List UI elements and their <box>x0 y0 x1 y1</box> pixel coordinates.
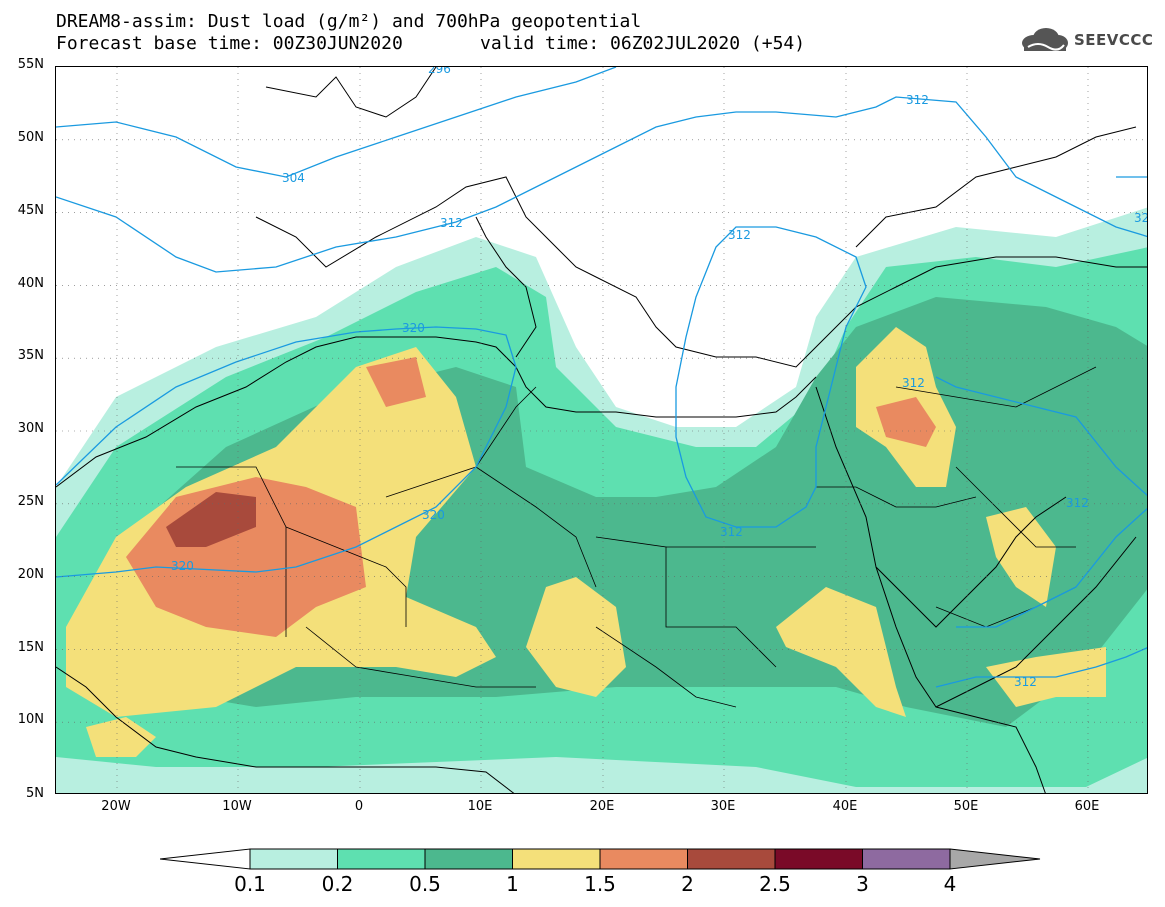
colorbar-svg <box>159 848 1041 870</box>
colorbar-label: 0.2 <box>321 872 354 896</box>
title-line-1: DREAM8-assim: Dust load (g/m²) and 700hP… <box>56 11 642 32</box>
lat-label: 45N <box>17 203 44 218</box>
cloud-icon <box>1022 28 1068 51</box>
dust-shading <box>56 207 1147 793</box>
dust-map: 296 304 312 312 320 320 320 312 312 312 … <box>55 66 1148 794</box>
lat-label: 30N <box>17 421 44 436</box>
dust-1-1.5-redsea <box>776 587 906 717</box>
lat-label: 50N <box>17 130 44 145</box>
colorbar-cell <box>599 848 688 870</box>
lat-label: 10N <box>17 712 44 727</box>
lon-label: 60E <box>1074 799 1100 814</box>
colorbar-cell <box>687 848 776 870</box>
dust-1-1.5-arabia <box>986 507 1056 607</box>
lat-label: 5N <box>26 786 44 801</box>
colorbar-cell <box>512 848 601 870</box>
dust-2-2.5-west <box>166 492 256 547</box>
colorbar-label: 4 <box>943 872 957 896</box>
contour-label: 320 <box>402 321 425 335</box>
contour-label-group: 296 304 312 312 320 320 320 312 312 312 … <box>171 67 1148 689</box>
dust-1.5-2-iraq <box>876 397 936 447</box>
contour-label: 296 <box>428 67 451 76</box>
dust-1-1.5-sw <box>86 717 156 757</box>
colorbar-cell <box>424 848 513 870</box>
seevccc-logo: SEEVCCC <box>1018 26 1153 54</box>
dust-1.5-2-morocco <box>366 357 426 407</box>
colorbar-label: 2.5 <box>759 872 791 896</box>
contour-label: 312 <box>720 525 743 539</box>
lon-label: 30E <box>710 799 736 814</box>
colorbar-label: 3 <box>856 872 869 896</box>
colorbar-cell <box>774 848 863 870</box>
lat-label: 15N <box>17 640 44 655</box>
valid-time: valid time: 06Z02JUL2020 (+54) <box>480 33 806 54</box>
logo-text: SEEVCCC <box>1074 31 1154 49</box>
lon-label: 50E <box>953 799 979 814</box>
lon-label: 20W <box>101 799 131 814</box>
contour-label: 320 <box>171 559 194 573</box>
colorbar <box>159 844 1046 878</box>
graticule <box>56 67 1147 793</box>
lon-label: 0 <box>354 799 364 814</box>
borders <box>176 366 1097 708</box>
coastlines <box>56 67 1147 793</box>
contour-label: 312 <box>902 376 925 390</box>
lon-label: 20E <box>589 799 615 814</box>
contour-label: 312 <box>1066 496 1089 510</box>
map-canvas: 296 304 312 312 320 320 320 312 312 312 … <box>56 67 1148 793</box>
dust-1-1.5-mid <box>526 577 626 697</box>
colorbar-cell <box>337 848 426 870</box>
contour-label: 304 <box>282 171 305 185</box>
colorbar-under-triangle <box>159 848 251 870</box>
lat-label: 35N <box>17 348 44 363</box>
contour-label: 312 <box>440 216 463 230</box>
colorbar-label: 1.5 <box>584 872 616 896</box>
contour-label: 312 <box>906 93 929 107</box>
forecast-base-time: Forecast base time: 00Z30JUN2020 <box>56 33 403 54</box>
lat-label: 55N <box>17 57 44 72</box>
colorbar-cell <box>249 848 338 870</box>
lon-label: 40E <box>832 799 858 814</box>
colorbar-over-triangle <box>949 848 1041 870</box>
lat-label: 20N <box>17 567 44 582</box>
colorbar-cell <box>862 848 951 870</box>
contour-label: 312 <box>1014 675 1037 689</box>
colorbar-label: 0.1 <box>234 872 266 896</box>
colorbar-label: 0.5 <box>409 872 441 896</box>
contour-label: 320 <box>422 508 445 522</box>
colorbar-label: 1 <box>506 872 519 896</box>
contour-label: 32 <box>1134 211 1148 225</box>
lat-label: 25N <box>17 494 44 509</box>
lon-label: 10W <box>222 799 252 814</box>
title-line-2: Forecast base time: 00Z30JUN2020 valid ti… <box>56 33 805 54</box>
lon-label: 10E <box>467 799 493 814</box>
contour-label: 312 <box>728 228 751 242</box>
lat-label: 40N <box>17 276 44 291</box>
colorbar-label: 2 <box>681 872 694 896</box>
geopotential-contours <box>56 67 1147 688</box>
